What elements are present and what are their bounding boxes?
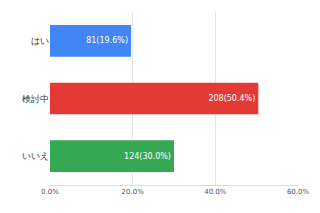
svg-text:208(50.4%): 208(50.4%) xyxy=(208,94,255,103)
svg-text:いいえ: いいえ xyxy=(22,151,49,161)
svg-text:40.0%: 40.0% xyxy=(204,188,227,196)
svg-text:20.0%: 20.0% xyxy=(122,188,145,196)
svg-text:はい: はい xyxy=(31,36,49,46)
svg-text:検討中: 検討中 xyxy=(22,94,49,104)
svg-text:0.0%: 0.0% xyxy=(41,188,59,196)
svg-text:81(19.6%): 81(19.6%) xyxy=(86,36,128,45)
svg-text:124(30.0%): 124(30.0%) xyxy=(124,152,171,161)
svg-text:60.0%: 60.0% xyxy=(287,188,310,196)
